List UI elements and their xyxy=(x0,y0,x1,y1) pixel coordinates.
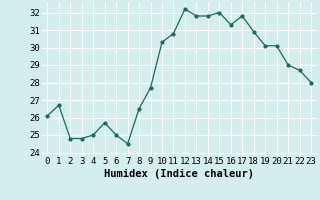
X-axis label: Humidex (Indice chaleur): Humidex (Indice chaleur) xyxy=(104,169,254,179)
